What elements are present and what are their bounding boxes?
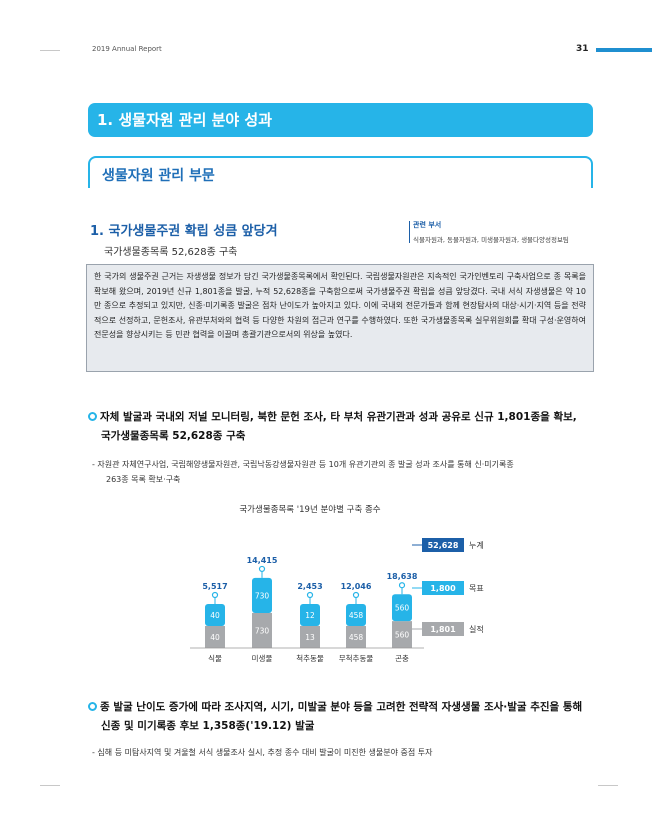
- species-chart: 국가생물종목록 '19년 분야별 구축 종수 40 40 5,517 식물 730 730 1…: [190, 504, 484, 663]
- dept-divider: [409, 221, 410, 243]
- bar-target-label-0: 40: [210, 611, 220, 620]
- category-label-0: 식물: [208, 654, 222, 663]
- legend-badge-1: [422, 581, 464, 595]
- bar-actual-2: [300, 626, 320, 648]
- cumulative-dot-4: [398, 582, 406, 589]
- cumulative-label-0: 5,517: [202, 582, 227, 591]
- footer-rule-right: [598, 785, 618, 786]
- bullet-2-line2: 신종 및 미기록종 후보 1,358종('19.12) 발굴: [101, 720, 315, 732]
- topic-title: 1. 국가생물주권 확립 성큼 앞당겨: [90, 224, 278, 239]
- category-label-3: 무척추동물: [339, 654, 374, 663]
- bar-actual-label-3: 458: [349, 633, 364, 642]
- legend-badge-2: [422, 622, 464, 636]
- cumulative-label-3: 12,046: [341, 582, 372, 591]
- bar-actual-4: [392, 621, 412, 648]
- cumulative-dot-0: [211, 591, 219, 599]
- cumulative-dot-3: [352, 591, 360, 599]
- page-number: 31: [576, 44, 589, 54]
- cumulative-label-2: 2,453: [297, 582, 322, 591]
- subsection-box: 생물자원 관리 부문: [88, 156, 593, 188]
- section-title: 1. 생물자원 관리 분야 성과: [88, 103, 593, 137]
- bar-actual-label-2: 13: [305, 633, 315, 642]
- bar-actual-label-4: 560: [395, 631, 410, 640]
- bullet-2-line1: 종 발굴 난이도 증가에 따라 조사지역, 시기, 미발굴 분야 등을 고려한 …: [100, 701, 583, 713]
- cumulative-label-4: 18,638: [387, 572, 418, 581]
- legend-value-1: 1,800: [430, 584, 456, 593]
- legend-badge-0: [422, 538, 464, 552]
- bullet-2-detail: - 심해 등 미탐사지역 및 겨울철 서식 생물조사 실시, 추정 종수 대비 …: [92, 748, 433, 757]
- legend-name-1: 목표: [469, 584, 484, 593]
- bullet-circle-icon: [88, 701, 97, 711]
- bar-actual-0: [205, 626, 225, 648]
- bar-target-label-3: 458: [349, 611, 364, 620]
- bar-target-1: [252, 577, 272, 613]
- legend-value-0: 52,628: [428, 541, 459, 550]
- bar-actual-label-1: 730: [255, 626, 270, 635]
- cumulative-dot-2: [306, 591, 314, 599]
- category-label-4: 곤충: [395, 654, 409, 663]
- legend-name-0: 누계: [469, 540, 484, 550]
- bar-actual-3: [346, 626, 366, 648]
- summary-box: 한 국가의 생물주권 근거는 자생생물 정보가 담긴 국가생물종목록에서 확인된…: [86, 264, 594, 372]
- bullet-1-detail-line2: 263종 목록 확보·구축: [106, 475, 181, 484]
- page-accent-bar: [596, 48, 652, 52]
- bar-target-3: [346, 604, 366, 626]
- report-label: 2019 Annual Report: [92, 45, 162, 53]
- legend-value-2: 1,801: [430, 625, 456, 634]
- footer-rule-left: [40, 785, 60, 786]
- cumulative-dot-1: [258, 565, 266, 573]
- dept-label: 관련 부서: [413, 221, 442, 229]
- bar-target-4: [392, 594, 412, 622]
- bar-actual-1: [252, 612, 272, 648]
- category-label-1: 미생물: [252, 653, 273, 663]
- bar-target-label-4: 560: [395, 604, 410, 613]
- bullet-1-line2: 국가생물종목록 52,628종 구축: [101, 430, 246, 442]
- bar-target-0: [205, 604, 225, 626]
- legend-name-2: 실적: [469, 624, 484, 634]
- bar-actual-label-0: 40: [210, 633, 220, 642]
- bullet-1-detail-line1: - 자원관 자체연구사업, 국립해양생물자원관, 국립낙동강생물자원관 등 10…: [92, 460, 514, 469]
- bullet-circle-icon: [88, 411, 97, 421]
- bar-target-label-1: 730: [255, 591, 270, 600]
- header-rule-left: [40, 50, 60, 51]
- bar-target-label-2: 12: [305, 611, 315, 620]
- bullet-2: 종 발굴 난이도 증가에 따라 조사지역, 시기, 미발굴 분야 등을 고려한 …: [88, 698, 600, 736]
- topic-subtitle: 국가생물종목록 52,628종 구축: [104, 247, 238, 258]
- subsection-title: 생물자원 관리 부문: [102, 168, 215, 184]
- bullet-1: 자체 발굴과 국내외 저널 모니터링, 북한 문헌 조사, 타 부처 유관기관과…: [88, 408, 600, 446]
- cumulative-label-1: 14,415: [247, 556, 278, 565]
- bullet-1-line1: 자체 발굴과 국내외 저널 모니터링, 북한 문헌 조사, 타 부처 유관기관과…: [100, 411, 577, 423]
- category-label-2: 척추동물: [296, 654, 324, 663]
- bar-target-2: [300, 604, 320, 626]
- bullet-1-detail: - 자원관 자체연구사업, 국립해양생물자원관, 국립낙동강생물자원관 등 10…: [92, 457, 597, 487]
- chart-title: 국가생물종목록 '19년 분야별 구축 종수: [239, 504, 380, 515]
- dept-list: 식물자원과, 동물자원과, 미생물자원과, 생물다양성정보팀: [413, 236, 569, 244]
